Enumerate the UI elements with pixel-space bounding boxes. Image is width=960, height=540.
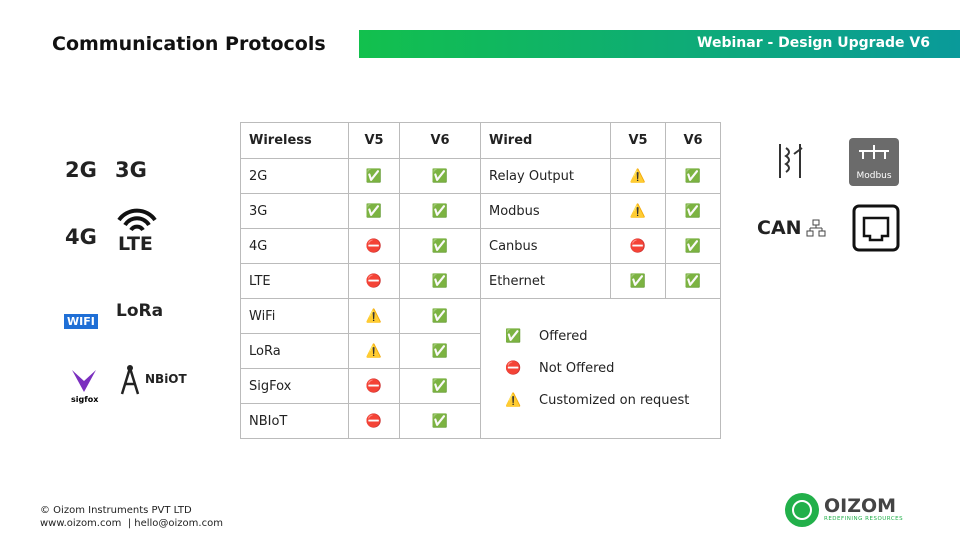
- banner-text: Webinar - Design Upgrade V6: [697, 35, 930, 51]
- table-row: NBIoT ⛔ ✅: [240, 403, 721, 439]
- protocol-cell: Ethernet: [480, 263, 611, 299]
- table-row: 3G ✅ ✅ Modbus ⚠️ ✅: [240, 193, 721, 229]
- legend-label: Offered: [539, 329, 588, 344]
- status-cell: ⛔: [610, 228, 666, 264]
- modbus-graphic: [859, 145, 889, 159]
- icon-4g: 4G: [65, 225, 97, 249]
- table-row: SigFox ⛔ ✅: [240, 368, 721, 404]
- legend-label: Customized on request: [539, 393, 690, 408]
- protocol-cell: LTE: [240, 263, 349, 299]
- legend-item: ✅ Offered: [481, 321, 720, 353]
- icon-3g: 3G: [115, 158, 147, 182]
- sigfox-logo: [72, 370, 96, 392]
- header-cell: V5: [610, 122, 666, 159]
- icon-2g: 2G: [65, 158, 97, 182]
- legend-label: Not Offered: [539, 361, 615, 376]
- protocol-cell: WiFi: [240, 298, 349, 334]
- status-cell: ✅: [399, 298, 481, 334]
- status-cell: ⛔: [348, 263, 400, 299]
- icon-lte: LTE: [118, 233, 153, 255]
- status-cell: ✅: [399, 228, 481, 264]
- tower: [120, 365, 140, 395]
- header-cell: V5: [348, 122, 400, 159]
- legend-icon: ⚠️: [505, 393, 522, 408]
- table-row: LTE ⛔ ✅ Ethernet ✅ ✅: [240, 263, 721, 299]
- status-cell: ⛔: [348, 403, 400, 439]
- icon-can: CAN: [757, 217, 802, 239]
- status-cell: ✅: [665, 193, 721, 229]
- title: Communication Protocols: [52, 33, 326, 55]
- icon-nbiot: NBiOT: [145, 372, 187, 386]
- status-cell: ✅: [399, 403, 481, 439]
- ethernet-icon: [852, 204, 900, 252]
- icon-modbus: Modbus: [856, 171, 892, 181]
- header-row: Wireless V5 V6 Wired V5 V6: [240, 122, 721, 159]
- status-cell: ✅: [665, 158, 721, 194]
- table-row: 2G ✅ ✅ Relay Output ⚠️ ✅: [240, 158, 721, 194]
- status-cell: ✅: [399, 333, 481, 369]
- header-cell: Wireless: [240, 122, 349, 159]
- status-cell: ✅: [399, 368, 481, 404]
- protocol-cell: 4G: [240, 228, 349, 264]
- protocol-cell: Modbus: [480, 193, 611, 229]
- banner-bar: [359, 30, 960, 58]
- logo-text: OIZOM: [824, 495, 897, 517]
- status-cell: ✅: [399, 263, 481, 299]
- table-row: WiFi ⚠️ ✅ ✅ Offered ⛔ Not Offered ⚠️ Customized …: [240, 298, 721, 439]
- legend-cell: ✅ Offered ⛔ Not Offered ⚠️ Customized on requ…: [480, 298, 721, 439]
- protocol-cell: SigFox: [240, 368, 349, 404]
- table-row: 4G ⛔ ✅ Canbus ⛔ ✅: [240, 228, 721, 264]
- protocol-cell: 3G: [240, 193, 349, 229]
- status-cell: ⚠️: [610, 158, 666, 194]
- status-cell: ⚠️: [610, 193, 666, 229]
- relay-icon: [779, 144, 803, 178]
- status-cell: ✅: [665, 263, 721, 299]
- logo-mark: [785, 493, 819, 527]
- status-cell: ⛔: [348, 228, 400, 264]
- icon-wifi: WIFI: [64, 314, 98, 329]
- network-icon: [806, 219, 826, 237]
- wifi-arcs: [117, 208, 157, 232]
- logo-tagline: REDEFINING RESOURCES: [824, 516, 904, 522]
- status-cell: ⛔: [348, 368, 400, 404]
- protocol-cell: 2G: [240, 158, 349, 194]
- header-cell: V6: [399, 122, 481, 159]
- status-cell: ✅: [610, 263, 666, 299]
- legend-item: ⚠️ Customized on request: [481, 385, 720, 417]
- protocol-cell: Canbus: [480, 228, 611, 264]
- footer-company: © Oizom Instruments PVT LTD: [40, 505, 192, 516]
- protocol-cell: LoRa: [240, 333, 349, 369]
- protocol-cell: NBIoT: [240, 403, 349, 439]
- status-cell: ✅: [399, 158, 481, 194]
- status-cell: ✅: [399, 193, 481, 229]
- status-cell: ✅: [348, 193, 400, 229]
- legend-icon: ✅: [505, 329, 522, 344]
- table-row: LoRa ⚠️ ✅: [240, 333, 721, 369]
- header-cell: Wired: [480, 122, 611, 159]
- status-cell: ✅: [665, 228, 721, 264]
- status-cell: ✅: [348, 158, 400, 194]
- icon-lora: LoRa: [116, 301, 164, 321]
- icon-sigfox: sigfox: [71, 395, 99, 404]
- protocol-table: Wireless V5 V6 Wired V5 V6 2G ✅ ✅ Relay Output ⚠️ ✅…: [240, 122, 721, 439]
- status-cell: ⚠️: [348, 298, 400, 334]
- footer-contact: www.oizom.com | hello@oizom.com: [40, 518, 223, 529]
- status-cell: ⚠️: [348, 333, 400, 369]
- legend-item: ⛔ Not Offered: [481, 353, 720, 385]
- header-cell: V6: [665, 122, 721, 159]
- protocol-cell: Relay Output: [480, 158, 611, 194]
- legend-icon: ⛔: [505, 361, 522, 376]
